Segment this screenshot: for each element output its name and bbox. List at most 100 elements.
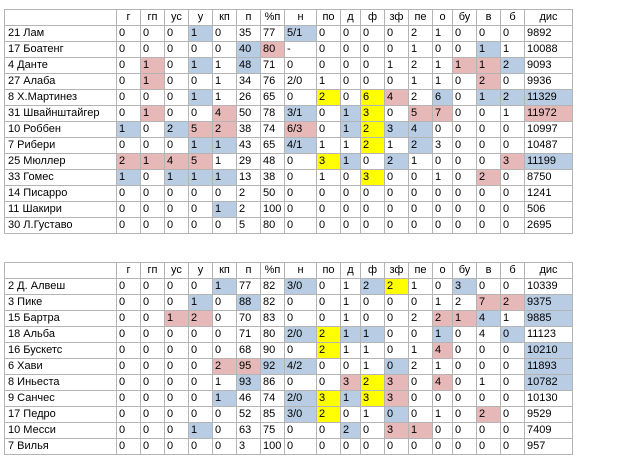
stat-cell: 100 <box>260 201 285 218</box>
stat-cell: 74 <box>260 121 285 138</box>
stat-cell: 0 <box>188 185 213 202</box>
stat-cell: 2 <box>500 294 525 311</box>
stat-cell: 0 <box>500 342 525 359</box>
stat-cell: 0 <box>452 422 477 439</box>
stat-cell: 0 <box>188 326 213 343</box>
header-cell: по <box>316 9 341 26</box>
stat-cell: 0 <box>384 105 409 122</box>
stat-cell: 0 <box>116 41 141 58</box>
stat-cell: 63 <box>236 422 261 439</box>
stat-cell: 1 <box>408 342 433 359</box>
stat-cell: 5/1 <box>284 25 317 42</box>
stat-cell: 0 <box>140 185 165 202</box>
header-cell: гп <box>140 262 165 279</box>
stat-cell: 1 <box>316 73 341 90</box>
stat-cell: 0 <box>188 438 213 455</box>
stat-cell: 2 <box>408 310 433 327</box>
stat-cell: 1 <box>408 73 433 90</box>
stat-cell: 0 <box>360 201 385 218</box>
stat-cell: 0 <box>384 438 409 455</box>
stat-cell: 0 <box>452 358 477 375</box>
stat-cell: 0 <box>316 422 341 439</box>
stat-cell: 0 <box>188 201 213 218</box>
stat-cell: 0 <box>164 278 189 295</box>
stat-cell: 3 <box>452 278 477 295</box>
stat-cell: 0 <box>452 342 477 359</box>
stat-cell: 0 <box>316 185 341 202</box>
stat-cell: 0 <box>360 217 385 234</box>
player-name: 6 Хави <box>4 358 117 375</box>
stat-cell: 4 <box>476 310 501 327</box>
stat-cell: 0 <box>140 374 165 391</box>
stat-cell: 1 <box>188 57 213 74</box>
stat-cell: 0 <box>140 310 165 327</box>
stat-cell: 0 <box>116 342 141 359</box>
stat-cell: 0 <box>408 201 433 218</box>
stat-cell: 0 <box>452 390 477 407</box>
stat-cell: 75 <box>260 422 285 439</box>
stat-cell: 0 <box>432 201 453 218</box>
stat-cell: 2 <box>236 185 261 202</box>
stat-cell: 0 <box>500 137 525 154</box>
stat-cell: 2 <box>476 169 501 186</box>
stat-cell: 0 <box>500 185 525 202</box>
stat-cell: 38 <box>260 169 285 186</box>
stat-cell: 0 <box>316 310 341 327</box>
stat-cell: 0 <box>164 438 189 455</box>
stat-cell: 1 <box>408 422 433 439</box>
stat-cell: 3 <box>360 169 385 186</box>
stat-cell: 1 <box>432 25 453 42</box>
stat-cell: 83 <box>260 310 285 327</box>
stat-cell: 100 <box>260 438 285 455</box>
stat-cell: 0 <box>316 201 341 218</box>
stat-cell: 0 <box>452 73 477 90</box>
stat-cell: 5 <box>408 105 433 122</box>
header-cell: по <box>316 262 341 279</box>
stat-cell: 0 <box>212 422 237 439</box>
header-cell: %п <box>260 9 285 26</box>
stat-cell: 1 <box>140 153 165 170</box>
stat-cell: 0 <box>408 169 433 186</box>
stat-cell: 0 <box>212 217 237 234</box>
stat-cell: 0 <box>164 201 189 218</box>
player-name: 7 Рибери <box>4 137 117 154</box>
stat-cell: 1 <box>360 342 385 359</box>
stat-cell: 5 <box>236 217 261 234</box>
stat-cell: 0 <box>500 406 525 423</box>
stat-cell: 76 <box>260 73 285 90</box>
stat-cell: 1 <box>340 278 361 295</box>
stat-cell: 1 <box>432 169 453 186</box>
stat-cell: 7409 <box>524 422 573 439</box>
header-cell: дис <box>524 9 573 26</box>
player-name: 31 Швайнштайгер <box>4 105 117 122</box>
stat-cell: 0 <box>188 278 213 295</box>
stat-cell: 1 <box>432 326 453 343</box>
player-name: 25 Мюллер <box>4 153 117 170</box>
header-cell: ус <box>164 262 189 279</box>
stat-cell: 10487 <box>524 137 573 154</box>
stat-cell: - <box>284 41 317 58</box>
stat-cell: 1 <box>212 374 237 391</box>
stat-cell: 0 <box>476 358 501 375</box>
stat-cell: 0 <box>452 89 477 106</box>
stat-cell: 0 <box>500 358 525 375</box>
stat-cell: 0 <box>340 358 361 375</box>
stat-cell: 506 <box>524 201 573 218</box>
header-cell: кп <box>212 9 237 26</box>
stat-cell: 0 <box>116 25 141 42</box>
stat-cell: 1 <box>432 57 453 74</box>
stat-cell: 1 <box>476 374 501 391</box>
player-row: 33 Гомес 1 0 1 1 1 13 38 0 1 0 3 0 0 1 0 2 0 8750 <box>4 169 573 186</box>
stat-cell: 0 <box>500 73 525 90</box>
stat-cell: 0 <box>432 438 453 455</box>
stat-cell: 0 <box>452 137 477 154</box>
stat-cell: 2 <box>212 358 237 375</box>
stat-cell: 2 <box>236 201 261 218</box>
stat-cell: 0 <box>452 185 477 202</box>
header-cell: п <box>236 262 261 279</box>
stat-cell: 1 <box>140 105 165 122</box>
header-cell: г <box>116 9 141 26</box>
stat-cell: 0 <box>408 406 433 423</box>
stat-cell: 10210 <box>524 342 573 359</box>
stat-cell: 0 <box>116 358 141 375</box>
